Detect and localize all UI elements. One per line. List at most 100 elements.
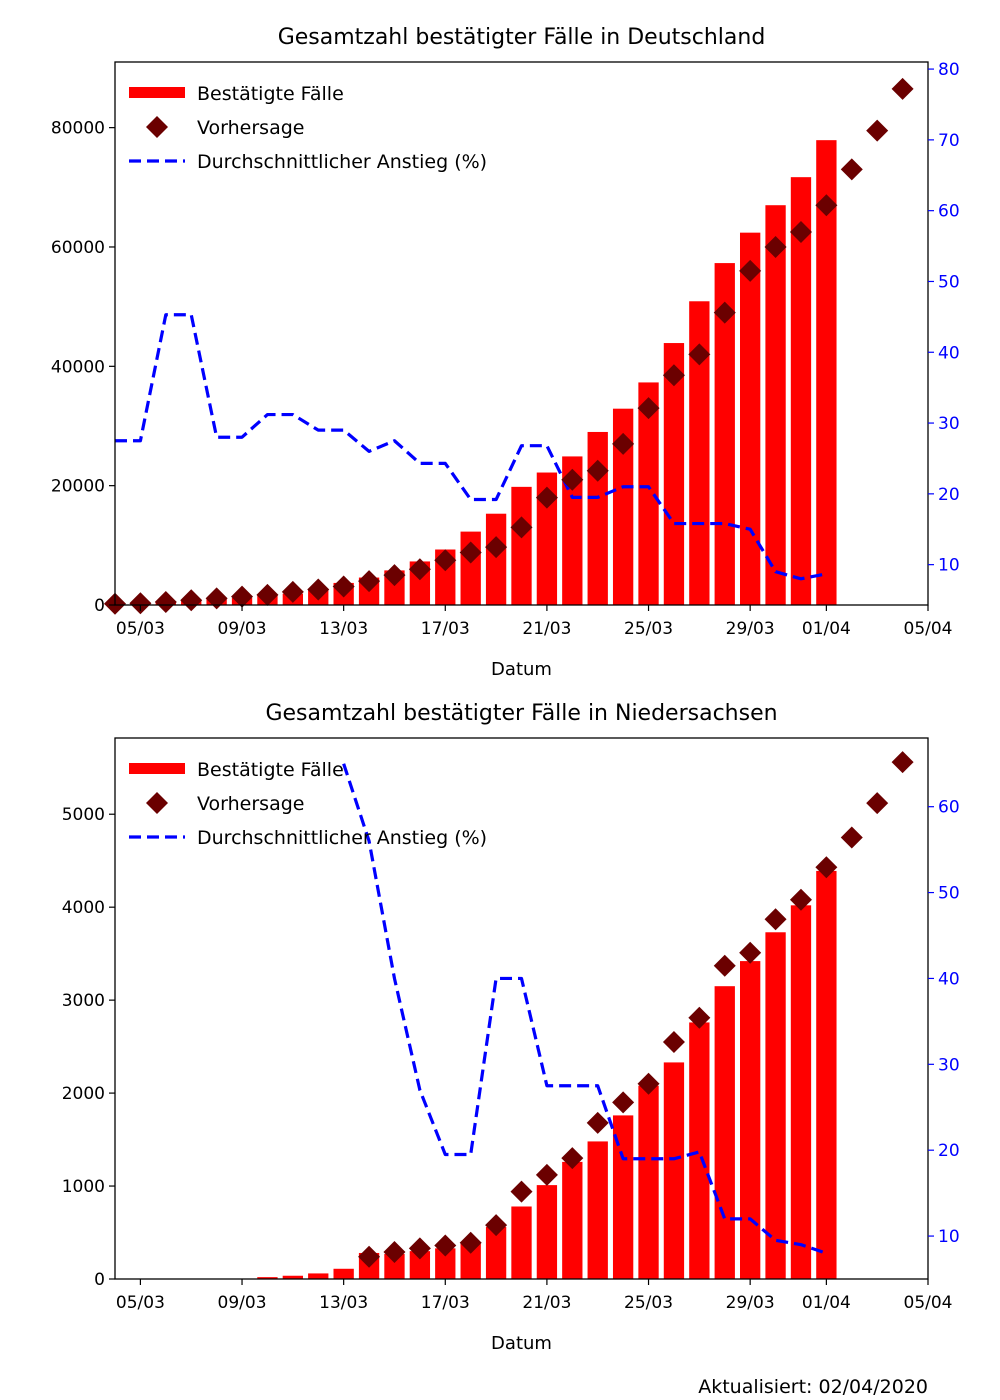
- forecast-point: [739, 259, 762, 282]
- forecast-point: [688, 1006, 711, 1029]
- bar: [739, 961, 761, 1279]
- x-tick-label: 17/03: [421, 619, 470, 639]
- bar: [333, 1268, 354, 1279]
- x-tick-label: 29/03: [726, 619, 775, 639]
- forecast-point: [408, 558, 431, 581]
- x-tick-label: 05/04: [904, 1293, 953, 1313]
- y2-tick-label: 20: [938, 485, 960, 505]
- y2-tick-label: 50: [938, 272, 960, 292]
- bar: [790, 905, 812, 1279]
- legend-label: Durchschnittlicher Anstieg (%): [197, 827, 487, 849]
- x-tick-label: 09/03: [218, 1293, 267, 1313]
- bar: [587, 431, 608, 605]
- y-tick-label: 4000: [62, 898, 105, 918]
- forecast-point: [307, 578, 330, 601]
- x-tick-label: 05/03: [116, 1293, 165, 1313]
- forecast-point: [332, 575, 355, 598]
- forecast-point: [866, 792, 889, 815]
- forecast-point: [764, 235, 787, 258]
- bar: [663, 343, 685, 605]
- forecast-point: [662, 1030, 685, 1053]
- bar: [587, 1141, 608, 1279]
- forecast-point: [358, 1245, 381, 1268]
- bar: [689, 301, 710, 605]
- forecast-point: [789, 221, 812, 244]
- forecast-point: [205, 587, 228, 610]
- updated-label: Aktualisiert: 02/04/2020: [698, 1376, 928, 1398]
- y2-tick-label: 40: [938, 969, 960, 989]
- forecast-point: [815, 856, 838, 879]
- legend-swatch-bars: [129, 87, 185, 98]
- forecast-point: [891, 77, 914, 100]
- y2-tick-label: 30: [938, 1055, 960, 1075]
- y-tick-label: 80000: [51, 119, 105, 139]
- y2-tick-label: 60: [938, 202, 960, 222]
- x-tick-label: 01/04: [802, 1293, 851, 1313]
- x-tick-label: 21/03: [522, 1293, 571, 1313]
- bar: [612, 408, 634, 605]
- legend-swatch-forecast: [146, 792, 168, 814]
- bar: [689, 1022, 710, 1279]
- forecast-point: [586, 1111, 609, 1134]
- chart-title: Gesamtzahl bestätigter Fälle in Niedersa…: [265, 701, 777, 726]
- legend-swatch-bars: [129, 763, 185, 774]
- bar: [739, 232, 761, 605]
- x-axis-label: Datum: [491, 659, 552, 680]
- y-tick-label: 1000: [62, 1177, 105, 1197]
- bar: [460, 1243, 481, 1279]
- bar: [790, 177, 812, 605]
- x-tick-label: 09/03: [218, 619, 267, 639]
- y-tick-label: 5000: [62, 805, 105, 825]
- forecast-point: [637, 1072, 660, 1095]
- y2-tick-label: 10: [938, 556, 960, 576]
- forecast-point: [612, 432, 635, 455]
- forecast-point: [434, 549, 457, 572]
- forecast-point: [764, 908, 787, 931]
- forecast-point: [383, 564, 406, 587]
- bar: [536, 1185, 558, 1279]
- bar: [384, 1253, 405, 1279]
- y2-tick-label: 30: [938, 414, 960, 434]
- bar: [638, 1085, 659, 1279]
- bar: [638, 382, 659, 605]
- forecast-point: [459, 1231, 482, 1254]
- x-tick-label: 13/03: [319, 1293, 368, 1313]
- y2-tick-label: 80: [938, 60, 960, 80]
- forecast-point: [408, 1237, 431, 1260]
- forecast-point: [510, 516, 533, 539]
- forecast-point: [561, 1147, 584, 1170]
- forecast-point: [154, 591, 177, 614]
- forecast-point: [840, 826, 863, 849]
- bar: [511, 486, 532, 605]
- y-tick-label: 60000: [51, 238, 105, 258]
- forecast-point: [485, 536, 508, 559]
- y2-tick-label: 10: [938, 1227, 960, 1247]
- y-tick-label: 20000: [51, 477, 105, 497]
- forecast-point: [535, 486, 558, 509]
- forecast-point: [231, 585, 254, 608]
- bar: [485, 513, 507, 605]
- y2-tick-label: 40: [938, 343, 960, 363]
- bar: [308, 1273, 329, 1279]
- x-tick-label: 05/03: [116, 619, 165, 639]
- x-tick-label: 21/03: [522, 619, 571, 639]
- plot-frame: [114, 61, 929, 606]
- x-axis-label: Datum: [491, 1333, 552, 1354]
- growth-line: [342, 763, 827, 1255]
- forecast-point: [586, 459, 609, 482]
- bar: [536, 472, 558, 605]
- forecast-point: [129, 592, 152, 615]
- bar: [714, 986, 735, 1279]
- bar: [714, 263, 735, 605]
- x-tick-label: 29/03: [726, 1293, 775, 1313]
- x-tick-label: 01/04: [802, 619, 851, 639]
- bar: [435, 1248, 456, 1279]
- forecast-point: [713, 954, 736, 977]
- y2-tick-label: 70: [938, 131, 960, 151]
- bar: [257, 1277, 278, 1279]
- forecast-point: [535, 1163, 558, 1186]
- forecast-point: [281, 580, 304, 603]
- forecast-point: [891, 751, 914, 774]
- legend-label: Bestätigte Fälle: [197, 83, 344, 105]
- forecast-point: [840, 158, 863, 181]
